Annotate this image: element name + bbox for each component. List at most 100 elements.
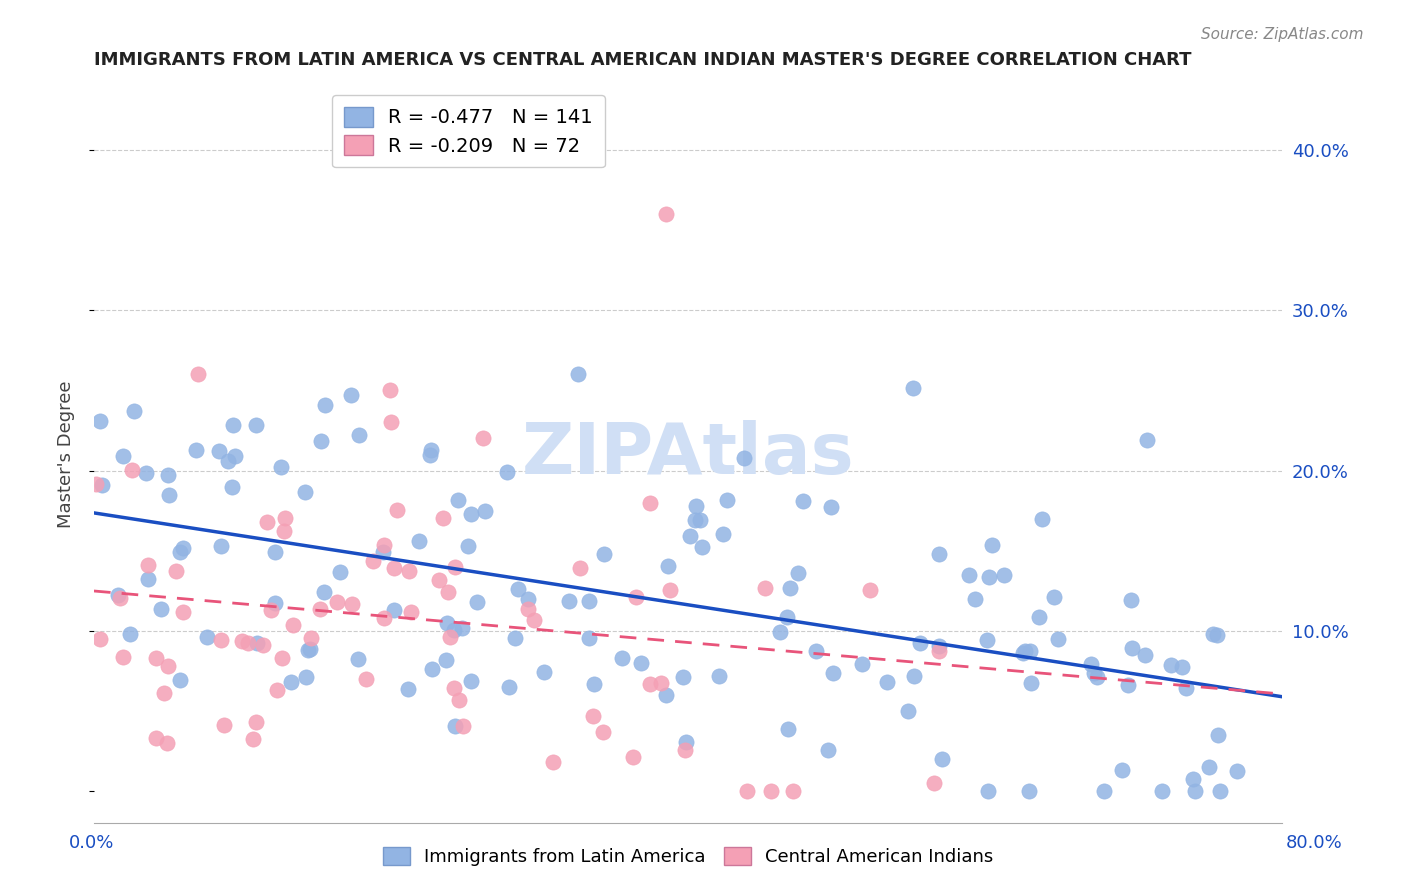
Central American Indians bbox=[592, 725, 614, 739]
Immigrants from Latin America bbox=[474, 504, 496, 518]
Immigrants from Latin America bbox=[112, 450, 135, 464]
Immigrants from Latin America bbox=[1136, 433, 1159, 447]
Immigrants from Latin America bbox=[965, 592, 987, 607]
Immigrants from Latin America bbox=[981, 538, 1004, 552]
Immigrants from Latin America bbox=[993, 568, 1015, 582]
Immigrants from Latin America bbox=[443, 624, 465, 638]
Immigrants from Latin America bbox=[779, 581, 801, 595]
Immigrants from Latin America bbox=[689, 512, 711, 526]
Central American Indians bbox=[443, 681, 465, 695]
Immigrants from Latin America bbox=[91, 477, 114, 491]
Immigrants from Latin America bbox=[280, 674, 302, 689]
Immigrants from Latin America bbox=[347, 652, 370, 666]
Immigrants from Latin America bbox=[1083, 665, 1105, 680]
Immigrants from Latin America bbox=[246, 636, 269, 650]
Immigrants from Latin America bbox=[792, 493, 814, 508]
Immigrants from Latin America bbox=[195, 631, 218, 645]
Immigrants from Latin America bbox=[679, 529, 702, 543]
Immigrants from Latin America bbox=[465, 595, 488, 609]
Immigrants from Latin America bbox=[1092, 784, 1115, 798]
Immigrants from Latin America bbox=[314, 584, 336, 599]
Immigrants from Latin America bbox=[436, 653, 458, 667]
Immigrants from Latin America bbox=[630, 656, 652, 670]
Central American Indians bbox=[582, 709, 605, 723]
Text: Source: ZipAtlas.com: Source: ZipAtlas.com bbox=[1201, 27, 1364, 42]
Central American Indians bbox=[84, 477, 107, 491]
Immigrants from Latin America bbox=[1018, 784, 1040, 798]
Immigrants from Latin America bbox=[1184, 784, 1206, 798]
Central American Indians bbox=[427, 573, 450, 587]
Immigrants from Latin America bbox=[657, 559, 679, 574]
Immigrants from Latin America bbox=[578, 594, 600, 608]
Central American Indians bbox=[782, 784, 804, 798]
Immigrants from Latin America bbox=[217, 454, 239, 468]
Immigrants from Latin America bbox=[897, 704, 920, 718]
Central American Indians bbox=[252, 638, 274, 652]
Immigrants from Latin America bbox=[224, 449, 246, 463]
Immigrants from Latin America bbox=[910, 636, 932, 650]
Legend: R = -0.477   N = 141, R = -0.209   N = 72: R = -0.477 N = 141, R = -0.209 N = 72 bbox=[332, 95, 605, 168]
Immigrants from Latin America bbox=[1028, 610, 1050, 624]
Immigrants from Latin America bbox=[1119, 593, 1142, 607]
Immigrants from Latin America bbox=[457, 539, 479, 553]
Immigrants from Latin America bbox=[460, 674, 482, 689]
Immigrants from Latin America bbox=[711, 527, 734, 541]
Central American Indians bbox=[111, 650, 134, 665]
Immigrants from Latin America bbox=[309, 434, 332, 448]
Immigrants from Latin America bbox=[1150, 784, 1173, 798]
Immigrants from Latin America bbox=[976, 784, 998, 798]
Immigrants from Latin America bbox=[976, 632, 998, 647]
Immigrants from Latin America bbox=[1182, 772, 1205, 786]
Text: ZIPAtlas: ZIPAtlas bbox=[522, 420, 855, 489]
Immigrants from Latin America bbox=[496, 465, 519, 479]
Central American Indians bbox=[245, 714, 267, 729]
Immigrants from Latin America bbox=[297, 643, 319, 657]
Immigrants from Latin America bbox=[498, 681, 520, 695]
Immigrants from Latin America bbox=[977, 570, 1000, 584]
Immigrants from Latin America bbox=[685, 500, 707, 514]
Central American Indians bbox=[242, 732, 264, 747]
Central American Indians bbox=[145, 731, 167, 745]
Immigrants from Latin America bbox=[1019, 676, 1042, 690]
Immigrants from Latin America bbox=[1111, 763, 1133, 777]
Text: 80.0%: 80.0% bbox=[1286, 834, 1343, 852]
Immigrants from Latin America bbox=[503, 632, 526, 646]
Immigrants from Latin America bbox=[295, 670, 318, 684]
Immigrants from Latin America bbox=[157, 488, 180, 502]
Central American Indians bbox=[274, 510, 297, 524]
Immigrants from Latin America bbox=[675, 735, 697, 749]
Immigrants from Latin America bbox=[1043, 590, 1066, 604]
Central American Indians bbox=[471, 432, 494, 446]
Immigrants from Latin America bbox=[135, 466, 157, 480]
Immigrants from Latin America bbox=[294, 485, 316, 500]
Central American Indians bbox=[658, 583, 681, 598]
Central American Indians bbox=[209, 633, 232, 648]
Central American Indians bbox=[437, 584, 460, 599]
Central American Indians bbox=[385, 503, 408, 517]
Immigrants from Latin America bbox=[612, 651, 634, 665]
Y-axis label: Master's Degree: Master's Degree bbox=[58, 381, 75, 528]
Central American Indians bbox=[638, 677, 661, 691]
Central American Indians bbox=[156, 736, 179, 750]
Central American Indians bbox=[187, 368, 209, 382]
Immigrants from Latin America bbox=[775, 609, 797, 624]
Immigrants from Latin America bbox=[683, 513, 706, 527]
Immigrants from Latin America bbox=[420, 443, 443, 458]
Central American Indians bbox=[108, 591, 131, 605]
Central American Indians bbox=[432, 511, 454, 525]
Immigrants from Latin America bbox=[716, 493, 738, 508]
Central American Indians bbox=[449, 692, 471, 706]
Immigrants from Latin America bbox=[263, 596, 285, 610]
Central American Indians bbox=[638, 496, 661, 510]
Immigrants from Latin America bbox=[508, 582, 530, 596]
Central American Indians bbox=[354, 672, 377, 686]
Central American Indians bbox=[922, 775, 945, 789]
Immigrants from Latin America bbox=[340, 388, 363, 402]
Immigrants from Latin America bbox=[221, 480, 243, 494]
Immigrants from Latin America bbox=[460, 508, 482, 522]
Central American Indians bbox=[342, 597, 364, 611]
Immigrants from Latin America bbox=[769, 624, 792, 639]
Immigrants from Latin America bbox=[1206, 628, 1229, 642]
Immigrants from Latin America bbox=[371, 545, 394, 559]
Immigrants from Latin America bbox=[329, 565, 352, 579]
